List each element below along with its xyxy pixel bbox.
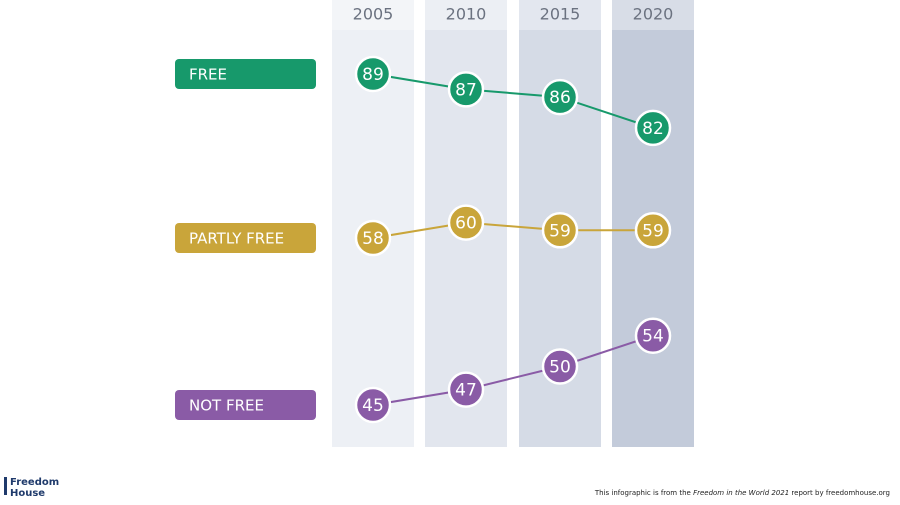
data-label: 59 (642, 221, 664, 241)
data-label: 82 (642, 119, 664, 139)
data-label: 58 (362, 229, 384, 249)
note-part: This infographic is from the (594, 489, 693, 497)
legend-label: NOT FREE (189, 397, 264, 415)
data-point (541, 348, 579, 385)
year-header-bg (425, 0, 507, 30)
x-tick-label: 2015 (540, 5, 581, 24)
data-label: 86 (549, 88, 571, 108)
data-point (634, 212, 672, 249)
data-point (541, 212, 579, 249)
series-line (372, 334, 654, 406)
note-part: report by freedomhouse.org (789, 489, 890, 497)
data-point (447, 71, 485, 108)
data-point (447, 204, 485, 241)
data-point (354, 55, 392, 93)
data-point (541, 78, 579, 116)
legend-tag (175, 223, 316, 253)
data-point (354, 386, 392, 424)
series-line (372, 73, 654, 129)
logo: Freedom House (4, 477, 59, 499)
data-label: 54 (642, 327, 664, 347)
data-point (634, 109, 672, 147)
x-tick-label: 2010 (446, 5, 487, 24)
logo-text: Freedom (10, 477, 59, 488)
legend-tag (175, 390, 316, 420)
data-label: 45 (362, 396, 384, 416)
note-part: Freedom in the World 2021 (693, 489, 789, 497)
data-label: 89 (362, 65, 384, 85)
data-point (634, 317, 672, 354)
year-header-bg (332, 0, 414, 30)
data-label: 47 (455, 381, 477, 401)
footer-note: This infographic is from the Freedom in … (594, 489, 890, 497)
data-label: 60 (455, 214, 477, 234)
year-header-bg (612, 0, 694, 30)
legend-label: PARTLY FREE (189, 230, 284, 248)
data-point (354, 219, 392, 257)
logo-mark (4, 477, 7, 495)
x-tick-label: 2005 (353, 5, 394, 24)
year-header-bg (519, 0, 601, 30)
x-tick-label: 2020 (633, 5, 674, 24)
series-line (372, 221, 653, 239)
legend-tag (175, 59, 316, 89)
data-point (447, 371, 485, 408)
data-label: 59 (549, 221, 571, 241)
data-label: 50 (549, 358, 571, 378)
data-label: 87 (455, 80, 477, 100)
logo-text: House (10, 488, 45, 499)
legend-label: FREE (189, 66, 227, 84)
